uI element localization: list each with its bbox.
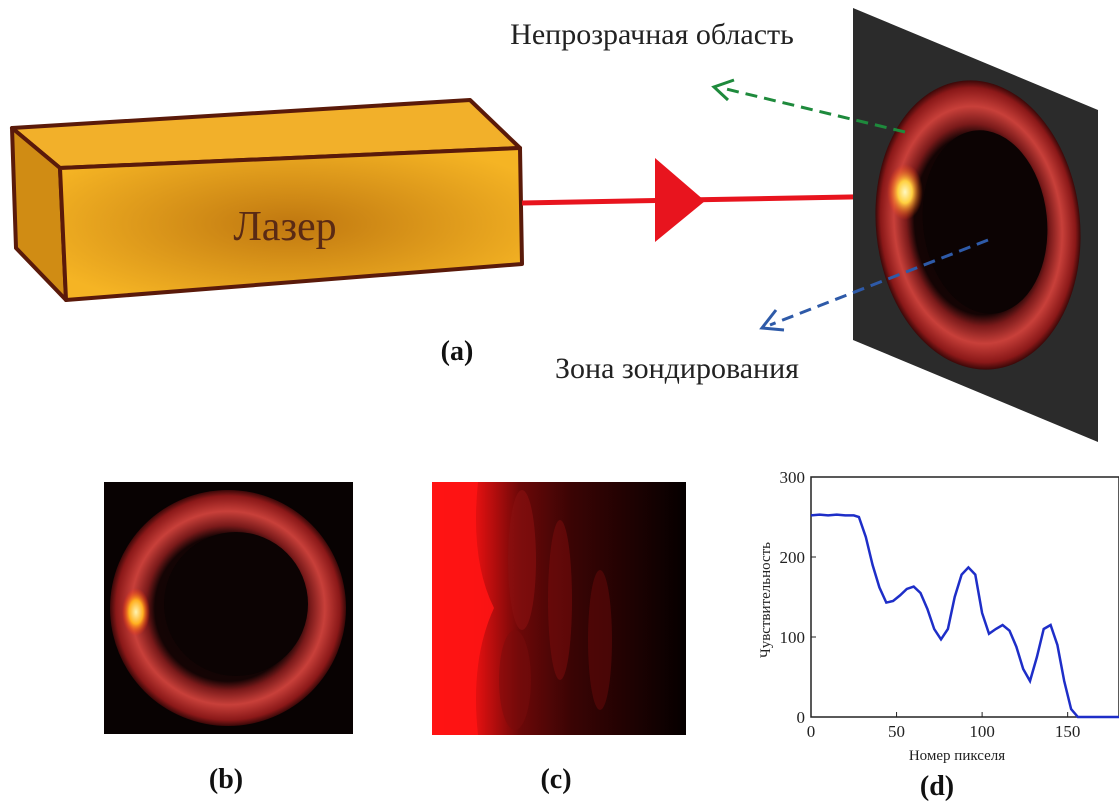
y-tick-label: 100 [780,628,806,647]
panel-c-image [432,482,686,735]
x-ticks: 0 50 100 150 [807,712,1081,741]
opaque-region-label: Непрозрачная область [510,18,794,51]
x-tick-label: 50 [888,722,905,741]
detection-screen [853,8,1098,442]
y-tick-label: 0 [797,708,806,727]
chart-plot-area [810,476,1119,718]
panel-d-label: (d) [920,771,954,802]
chart-y-axis-label: Чувствительность [758,542,774,658]
x-tick-label: 150 [1055,722,1081,741]
laser-label: Лазер [233,204,336,250]
panel-b-label: (b) [209,764,243,795]
chart-x-axis-label: Номер пикселя [909,748,1005,764]
screen-dark-core [922,130,1048,314]
beam-arrowhead [655,158,705,242]
laser-front-face [58,146,524,302]
y-tick-label: 200 [780,548,806,567]
x-tick-label: 100 [969,722,995,741]
sensing-zone-arrow [759,238,989,332]
x-tick-label: 0 [807,722,816,741]
panel-a-label: (a) [441,336,474,367]
opaque-region-arrow [711,78,906,134]
y-tick-label: 300 [780,468,806,487]
sensing-zone-label: Зона зондирования [555,352,799,385]
y-ticks: 0 100 200 300 [780,468,816,727]
panel-b-image [104,482,353,734]
sensitivity-chart: 0 50 100 150 0 100 200 300 Номер пикселя Чувст… [758,468,1119,764]
panel-c-label: (c) [540,764,571,795]
laser-box: Лазер [10,98,524,302]
sensitivity-series-line [810,513,1119,719]
screen-hot-spot [887,164,923,220]
beam-line [521,193,906,206]
laser-beam [521,158,906,242]
